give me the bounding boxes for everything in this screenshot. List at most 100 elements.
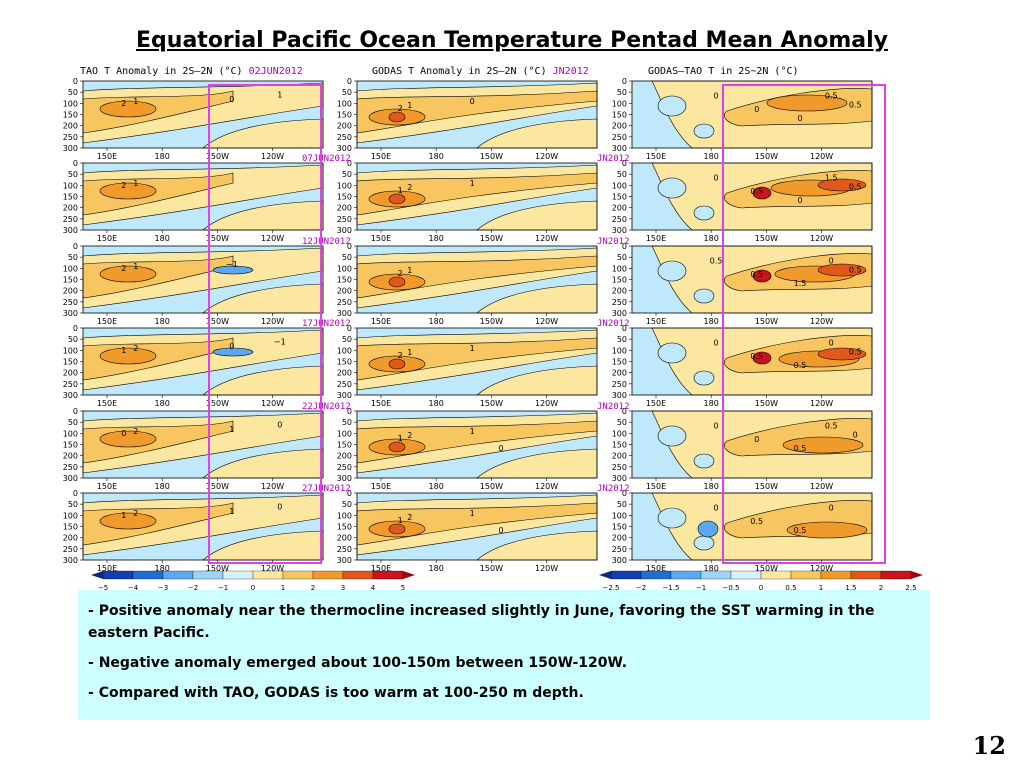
contour-label: 0.5 bbox=[750, 517, 763, 526]
y-tick-label: 100 bbox=[63, 429, 78, 438]
colorbar-swatch bbox=[730, 570, 762, 580]
page-number: 12 bbox=[972, 731, 1006, 760]
contour-label: 1.5 bbox=[825, 174, 838, 183]
contour-label: 0.5 bbox=[849, 347, 862, 356]
godas-panel: 2 1 0 50 100 150 200 250 300 150E 180 150W 120W bbox=[337, 242, 598, 326]
y-tick-label: 300 bbox=[63, 474, 78, 483]
y-tick-label: 150 bbox=[337, 441, 352, 450]
colorbar-right: −2.5 −2 −1.5 −1 −0.5 0 0.5 1 1.5 2 2.5 bbox=[599, 570, 923, 592]
x-tick-label: 180 bbox=[155, 564, 170, 573]
tao-panel: 2 1 0 50 100 150 200 250 300 150E 180 150W 120W bbox=[63, 159, 324, 243]
colorbar-tick-label: 1 bbox=[819, 584, 823, 592]
x-tick-label: 180 bbox=[704, 482, 719, 491]
godas-column-header: GODAS T Anomaly in 2S–2N (°C) JN2012 bbox=[372, 66, 589, 77]
x-tick-label: 120W bbox=[810, 482, 833, 491]
x-tick-label: 180 bbox=[704, 564, 719, 573]
y-tick-label: 50 bbox=[342, 418, 352, 427]
y-tick-label: 150 bbox=[612, 441, 627, 450]
diff-panel: 0 0 0.5 0.5 0 0 50 100 150 200 250 300 150E 180 150W 12… bbox=[612, 407, 873, 491]
panel-date-label: 27JUN2012 bbox=[302, 484, 351, 494]
colorbar-swatch bbox=[760, 570, 792, 580]
panel-date-label: JN2012 bbox=[597, 154, 630, 164]
contour-label: 2 bbox=[398, 104, 403, 113]
y-tick-label: 100 bbox=[337, 264, 352, 273]
y-tick-label: 300 bbox=[612, 226, 627, 235]
y-tick-label: 50 bbox=[68, 253, 78, 262]
x-tick-label: 150W bbox=[480, 234, 503, 243]
y-tick-label: 0 bbox=[622, 324, 627, 333]
contour-label: 0 bbox=[229, 95, 234, 104]
y-tick-label: 0 bbox=[347, 489, 352, 498]
diff-column-header: GODAS—TAO T in 2S~2N (°C) bbox=[648, 66, 799, 77]
x-tick-label: 120W bbox=[261, 234, 284, 243]
y-tick-label: 150 bbox=[337, 111, 352, 120]
x-tick-label: 120W bbox=[535, 234, 558, 243]
x-tick-label: 120W bbox=[810, 152, 833, 161]
x-tick-label: 150W bbox=[480, 482, 503, 491]
colorbar-swatch bbox=[282, 570, 314, 580]
x-tick-label: 150E bbox=[371, 234, 391, 243]
x-tick-label: 150E bbox=[646, 234, 666, 243]
y-tick-label: 200 bbox=[612, 204, 627, 213]
y-tick-label: 100 bbox=[612, 511, 627, 520]
contour-label: 0 bbox=[277, 502, 282, 511]
contour-label: 2 bbox=[398, 351, 403, 360]
colorbar-tick-label: 0.5 bbox=[785, 584, 796, 592]
y-tick-label: 200 bbox=[63, 534, 78, 543]
tao-panel: 2 1 −1 0 50 100 150 200 250 300 150E 180 150W 120W bbox=[63, 242, 324, 326]
x-tick-label: 150E bbox=[646, 482, 666, 491]
tao-column-header: TAO T Anomaly in 2S–2N (°C) 02JUN2012 bbox=[80, 66, 303, 77]
x-tick-label: 150E bbox=[97, 564, 117, 573]
y-tick-label: 100 bbox=[63, 99, 78, 108]
panel-date-label: JN2012 bbox=[597, 237, 630, 247]
y-tick-label: 250 bbox=[337, 380, 352, 389]
y-tick-label: 50 bbox=[342, 253, 352, 262]
y-tick-label: 50 bbox=[617, 170, 627, 179]
colorbar-tick-label: 2 bbox=[311, 584, 315, 592]
y-tick-label: 100 bbox=[612, 99, 627, 108]
x-tick-label: 150E bbox=[646, 152, 666, 161]
contour-label: 0.5 bbox=[849, 182, 862, 191]
y-tick-label: 300 bbox=[337, 226, 352, 235]
x-tick-label: 180 bbox=[155, 317, 170, 326]
y-tick-label: 200 bbox=[612, 122, 627, 131]
y-tick-label: 250 bbox=[63, 380, 78, 389]
contour-label: 1 bbox=[470, 344, 475, 353]
y-tick-label: 50 bbox=[68, 88, 78, 97]
y-tick-label: 100 bbox=[612, 429, 627, 438]
y-tick-label: 200 bbox=[63, 369, 78, 378]
contour-label: 1 bbox=[133, 97, 138, 106]
y-tick-label: 250 bbox=[63, 298, 78, 307]
y-tick-label: 250 bbox=[337, 215, 352, 224]
y-tick-label: 300 bbox=[337, 556, 352, 565]
y-tick-label: 250 bbox=[337, 463, 352, 472]
notes-box: - Positive anomaly near the thermocline … bbox=[78, 590, 930, 720]
y-tick-label: 150 bbox=[63, 111, 78, 120]
y-tick-label: 200 bbox=[63, 204, 78, 213]
x-tick-label: 180 bbox=[429, 564, 444, 573]
contour-label: 0 bbox=[829, 504, 834, 513]
note-item: - Compared with TAO, GODAS is too warm a… bbox=[88, 685, 584, 701]
y-tick-label: 250 bbox=[612, 298, 627, 307]
contour-label: 0 bbox=[277, 420, 282, 429]
x-tick-label: 150W bbox=[206, 317, 229, 326]
contour-label: 1 bbox=[133, 262, 138, 271]
contour-label: 0 bbox=[853, 430, 858, 439]
y-tick-label: 300 bbox=[612, 144, 627, 153]
y-tick-label: 100 bbox=[337, 99, 352, 108]
x-tick-label: 120W bbox=[810, 317, 833, 326]
contour-label: 0 bbox=[713, 92, 718, 101]
y-tick-label: 200 bbox=[612, 369, 627, 378]
x-tick-label: 150E bbox=[97, 152, 117, 161]
x-tick-label: 150W bbox=[755, 317, 778, 326]
contour-label: 0 bbox=[713, 339, 718, 348]
highlight-box-tao bbox=[208, 84, 322, 564]
y-tick-label: 100 bbox=[63, 346, 78, 355]
y-tick-label: 50 bbox=[617, 88, 627, 97]
y-tick-label: 0 bbox=[73, 407, 78, 416]
y-tick-label: 150 bbox=[612, 523, 627, 532]
colorbar-tick-label: 1.5 bbox=[845, 584, 856, 592]
